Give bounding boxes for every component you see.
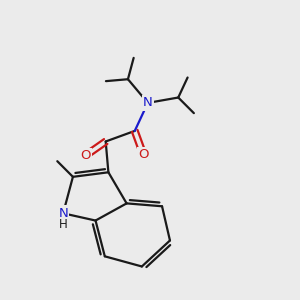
Text: N: N [143,96,153,110]
Text: N: N [58,207,68,220]
Text: O: O [138,148,148,161]
Text: H: H [59,218,68,231]
Text: O: O [80,149,90,162]
